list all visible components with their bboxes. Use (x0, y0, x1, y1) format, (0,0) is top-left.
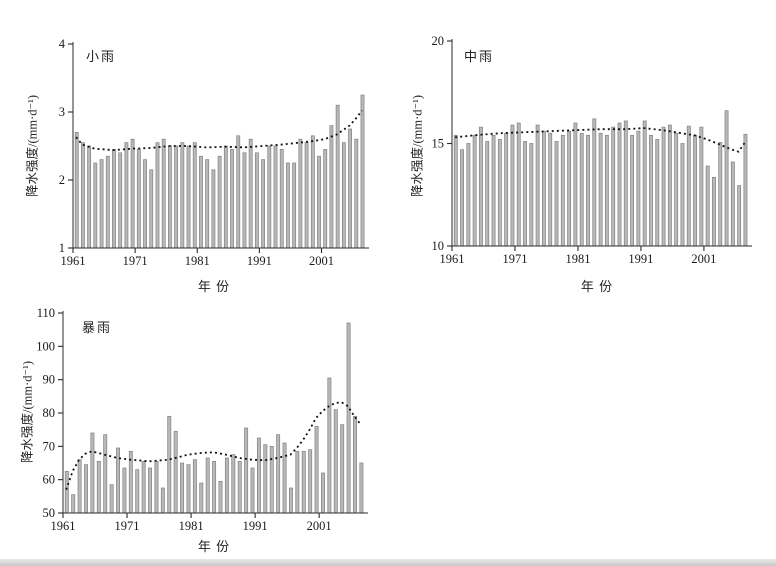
chart-title-moderate-rain: 中雨 (464, 49, 495, 64)
svg-text:10: 10 (432, 239, 445, 253)
svg-text:3: 3 (59, 105, 65, 119)
svg-text:1961: 1961 (61, 254, 86, 268)
svg-text:1971: 1971 (502, 252, 527, 266)
x-axis-label-light-rain: 年 份 (197, 279, 231, 294)
svg-text:1981: 1981 (185, 254, 210, 268)
svg-text:50: 50 (43, 506, 56, 520)
svg-text:80: 80 (43, 406, 56, 420)
svg-text:1961: 1961 (51, 519, 76, 533)
svg-text:100: 100 (36, 339, 55, 353)
svg-text:1961: 1961 (440, 252, 465, 266)
svg-text:4: 4 (59, 37, 66, 51)
y-axis-label-rainstorm: 降水强度/(mm·d⁻¹) (20, 360, 35, 464)
y-axis-label-light-rain: 降水强度/(mm·d⁻¹) (25, 94, 40, 198)
light-rain-plot-svg: 1 2 3 4 1961 1971 1981 1991 2001 (59, 37, 369, 268)
svg-text:2001: 2001 (691, 252, 716, 266)
svg-text:1971: 1971 (123, 254, 148, 268)
svg-text:20: 20 (432, 34, 445, 48)
scan-edge-shadow (0, 559, 776, 566)
svg-text:2001: 2001 (307, 519, 332, 533)
chart-title-light-rain: 小雨 (86, 49, 117, 64)
svg-text:2: 2 (59, 173, 65, 187)
svg-text:1981: 1981 (179, 519, 204, 533)
x-axis-label-rainstorm: 年 份 (197, 539, 231, 554)
svg-text:1991: 1991 (243, 519, 268, 533)
x-axis-label-moderate-rain: 年 份 (580, 279, 614, 294)
chart-title-rainstorm: 暴雨 (82, 320, 113, 335)
y-axis-label-moderate-rain: 降水强度/(mm·d⁻¹) (410, 94, 425, 198)
svg-text:2001: 2001 (309, 254, 334, 268)
svg-text:90: 90 (43, 373, 56, 387)
svg-text:70: 70 (43, 439, 56, 453)
svg-text:60: 60 (43, 473, 56, 487)
svg-text:1981: 1981 (565, 252, 590, 266)
svg-text:1971: 1971 (115, 519, 140, 533)
svg-text:1: 1 (59, 241, 65, 255)
chart-moderate-rain: 10 15 20 1961 1971 1981 1991 2001 中雨 降水强度/(mm·d… (378, 0, 776, 300)
svg-text:15: 15 (432, 137, 445, 151)
rainstorm-plot-svg: 50 60 70 80 90 100 110 1961 1971 1981 1991 2001 (36, 306, 368, 533)
chart-light-rain: 1 2 3 4 1961 1971 1981 1991 2001 小雨 降水强度/(mm·d⁻¹… (0, 0, 400, 300)
chart-rainstorm: 50 60 70 80 90 100 110 1961 1971 1981 1991 2001 暴雨 … (0, 280, 400, 566)
moderate-rain-plot-svg: 10 15 20 1961 1971 1981 1991 2001 (432, 34, 752, 266)
svg-text:1991: 1991 (628, 252, 653, 266)
svg-text:110: 110 (37, 306, 55, 320)
svg-text:1991: 1991 (247, 254, 272, 268)
